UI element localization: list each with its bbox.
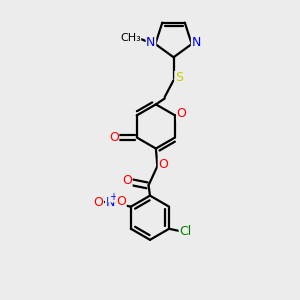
Text: O: O bbox=[122, 174, 132, 188]
Text: O: O bbox=[177, 107, 186, 120]
Text: O: O bbox=[116, 195, 126, 208]
Text: CH₃: CH₃ bbox=[120, 33, 141, 43]
Text: +: + bbox=[109, 192, 117, 202]
Text: N: N bbox=[106, 196, 115, 209]
Text: N: N bbox=[191, 36, 201, 49]
Text: Cl: Cl bbox=[179, 225, 191, 238]
Text: ⁻: ⁻ bbox=[95, 197, 101, 207]
Text: O: O bbox=[158, 158, 168, 171]
Text: O: O bbox=[109, 131, 119, 144]
Text: N: N bbox=[146, 36, 156, 49]
Text: O: O bbox=[94, 196, 103, 209]
Text: S: S bbox=[175, 71, 183, 84]
